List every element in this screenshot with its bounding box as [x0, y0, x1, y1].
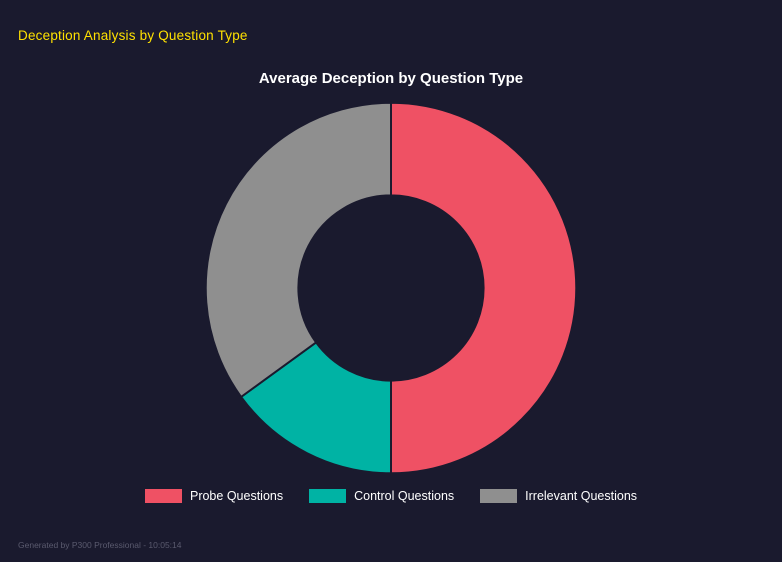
chart-title: Average Deception by Question Type [258, 70, 524, 87]
legend-swatch-irrelevant-questions [480, 489, 518, 503]
legend-label-probe-questions: Probe Questions [189, 489, 284, 503]
legend-item-probe-questions[interactable]: Probe Questions [144, 489, 284, 503]
legend-swatch-control-questions [309, 489, 347, 503]
legend-item-control-questions[interactable]: Control Questions [309, 489, 454, 503]
legend-swatch-probe-questions [144, 489, 182, 503]
chart-container: Average Deception by Question Type Probe… [0, 70, 782, 503]
footer-text: Generated by P300 Professional - 10:05:1… [18, 540, 182, 550]
legend-item-irrelevant-questions[interactable]: Irrelevant Questions [480, 489, 637, 503]
legend-label-control-questions: Control Questions [354, 489, 455, 503]
legend-label-irrelevant-questions: Irrelevant Questions [525, 489, 638, 503]
chart-legend: Probe Questions Control Questions Irrele… [144, 489, 637, 503]
donut-segment-1 [239, 341, 392, 475]
donut-segment-0 [390, 101, 578, 475]
donut-segment-2 [204, 101, 392, 399]
page-title: Deception Analysis by Question Type [18, 28, 248, 43]
donut-chart [204, 101, 578, 475]
